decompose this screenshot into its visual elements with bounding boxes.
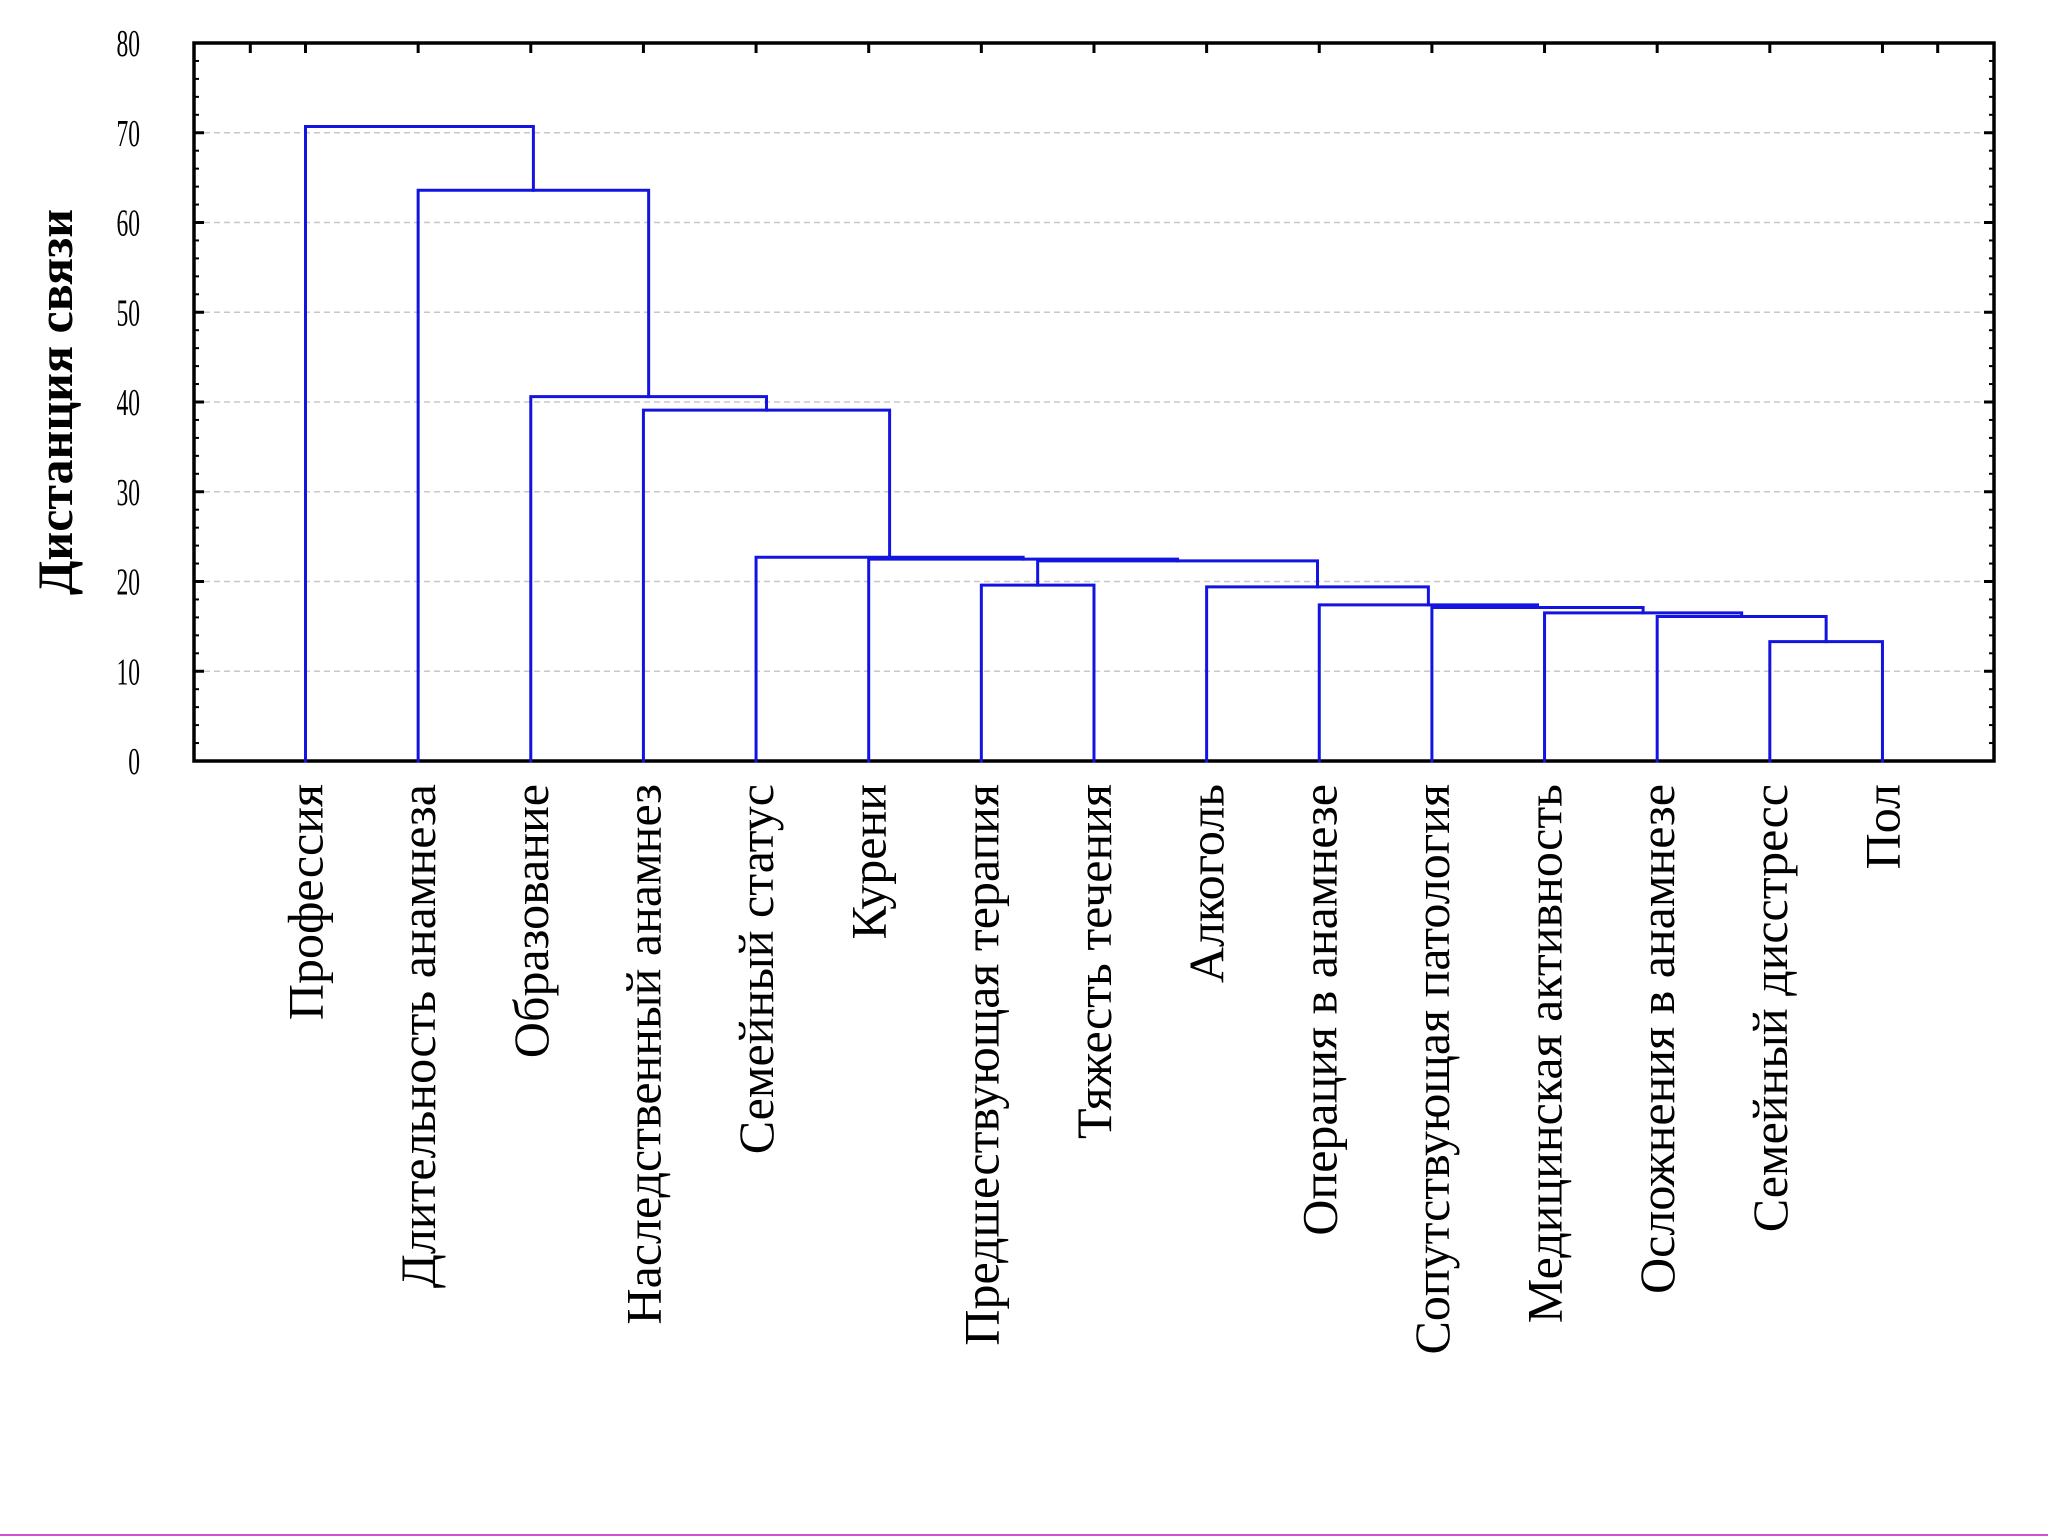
dendrogram-link-C5 [1317, 603, 1539, 763]
y-tick-label: 80 [116, 22, 140, 64]
leaf-label: Пол [1854, 784, 1910, 869]
y-tick-label: 0 [128, 740, 140, 782]
y-tick-label: 20 [116, 561, 140, 603]
y-tick-label: 30 [116, 471, 140, 513]
y-axis-title: Дистанция связи [27, 209, 83, 595]
dendrogram-link-C12 [529, 395, 769, 763]
dendrogram-link-C13 [416, 188, 651, 763]
leaf-label: Алкоголь [1179, 784, 1235, 983]
dendrogram-link-C1 [1768, 640, 1884, 763]
y-tick-labels: 0 10 20 30 40 50 60 70 80 [116, 22, 140, 782]
dendrogram-link-C3 [1543, 611, 1744, 763]
y-tick-label: 40 [116, 381, 140, 423]
leaf-label: Семейный статус [728, 784, 784, 1154]
dendrogram-link-C4 [1430, 606, 1645, 763]
y-tick-label: 70 [116, 112, 140, 154]
leaf-label: Осложнения в анамнезе [1629, 784, 1685, 1294]
leaf-label: Предшествующая терапия [953, 784, 1009, 1346]
y-tick-label: 60 [116, 202, 140, 244]
dendrogram-link-C6 [1205, 585, 1430, 763]
dendrogram-link-C2 [1655, 615, 1828, 763]
dendrogram-link-C10 [754, 555, 1025, 763]
leaf-label: Профессия [278, 784, 334, 1020]
y-tick-label: 10 [116, 651, 140, 693]
grid-lines [194, 132, 1994, 672]
leaf-label: Медицинская активность [1517, 784, 1573, 1323]
leaf-label: Сопутствующая патология [1404, 784, 1460, 1354]
leaf-label: Курени [841, 784, 897, 939]
y-tick-label: 50 [116, 292, 140, 334]
leaf-label: Наследственный анамнез [615, 784, 671, 1324]
dendrogram-links [304, 124, 1884, 763]
leaf-label: Операция в анамнезе [1291, 784, 1347, 1236]
leaf-label: Тяжесть течения [1066, 784, 1122, 1139]
dendrogram-link-C7 [979, 583, 1096, 763]
dendrogram-link-C8 [1036, 559, 1319, 589]
leaf-label: Семейный дисстресс [1742, 784, 1798, 1232]
x-tick-labels: Профессия Длительность анамнеза Образовани… [278, 784, 1911, 1354]
leaf-label: Длительность анамнеза [390, 784, 446, 1288]
dendrogram-link-C14 [304, 124, 535, 763]
dendrogram-link-C11 [641, 408, 892, 763]
leaf-label: Образование [503, 784, 559, 1058]
dendrogram-link-C9 [867, 557, 1180, 763]
